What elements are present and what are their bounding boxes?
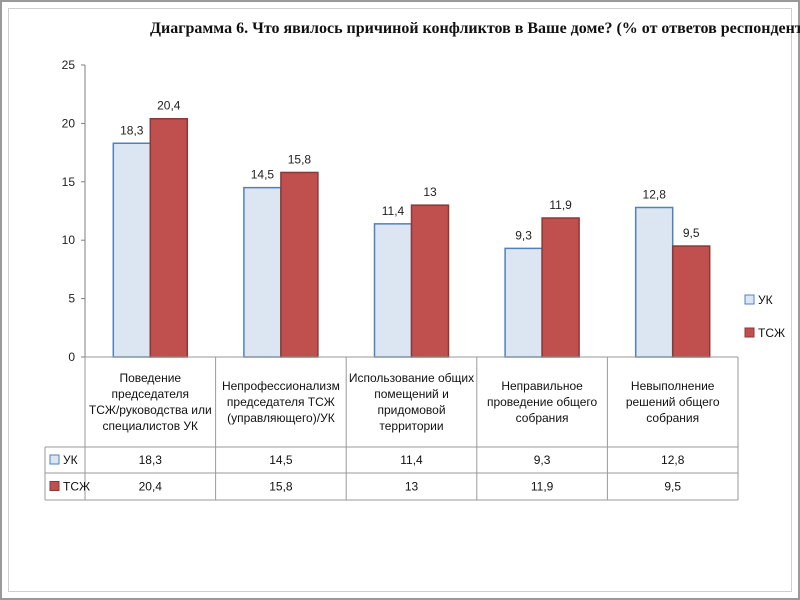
bar-tszh	[149, 117, 189, 358]
table-cell: 9,3	[534, 453, 551, 467]
data-label: 11,4	[382, 204, 405, 218]
bar-tszh	[671, 245, 711, 358]
bar-uk	[634, 206, 674, 358]
chart-title: Диаграмма 6. Что явилось причиной конфли…	[150, 20, 800, 37]
legend-label: ТСЖ	[758, 326, 785, 340]
data-label: 15,8	[288, 152, 312, 166]
data-label: 14,5	[251, 168, 275, 182]
table-cell: 12,8	[661, 453, 685, 467]
data-label: 11,9	[549, 198, 572, 212]
bar-uk	[243, 186, 282, 358]
table-row-header: УК	[63, 453, 78, 467]
table-row-header: ТСЖ	[63, 480, 90, 494]
table-cell: 20,4	[139, 480, 163, 494]
legend-key-tszh	[744, 327, 755, 338]
data-label: 13	[423, 185, 437, 199]
data-label: 9,5	[683, 226, 700, 240]
table-cell: 13	[405, 480, 419, 494]
x-category-label: Невыполнение решений общего собрания	[626, 379, 720, 425]
table-cell: 11,4	[400, 453, 423, 467]
x-category-label: Поведение председателя ТСЖ/руководства или…	[89, 371, 212, 433]
table-cell: 11,9	[531, 480, 554, 494]
y-tick-label: 20	[62, 116, 76, 130]
bar-tszh	[541, 217, 580, 358]
data-label: 12,8	[643, 187, 667, 201]
table-cell: 9,5	[664, 480, 681, 494]
bar-uk	[373, 223, 413, 358]
bar-tszh	[280, 171, 319, 358]
y-tick-label: 0	[68, 350, 75, 364]
x-category-label: Непрофессионализм председателя ТСЖ (управл…	[222, 379, 340, 425]
legend-key-uk	[744, 294, 755, 305]
data-label: 9,3	[515, 228, 532, 242]
y-tick-label: 10	[62, 233, 76, 247]
slide-inner-border	[8, 8, 792, 592]
bar-uk	[112, 142, 152, 358]
bar-uk	[504, 247, 543, 358]
legend-label: УК	[758, 293, 773, 307]
bar-tszh	[410, 204, 450, 358]
table-legend-key-tszh	[49, 481, 60, 491]
x-category-label: Неправильное проведение общего собрания	[487, 379, 598, 425]
table-cell: 14,5	[269, 453, 293, 467]
y-tick-label: 15	[62, 175, 76, 189]
data-label: 20,4	[157, 99, 181, 113]
x-category-label: Использование общих помещений и придомовой…	[349, 371, 474, 433]
table-cell: 15,8	[269, 480, 293, 494]
table-cell: 18,3	[139, 453, 163, 467]
y-tick-label: 5	[68, 292, 75, 306]
y-tick-label: 25	[62, 58, 76, 72]
table-legend-key-uk	[49, 454, 60, 465]
data-label: 18,3	[120, 123, 144, 137]
